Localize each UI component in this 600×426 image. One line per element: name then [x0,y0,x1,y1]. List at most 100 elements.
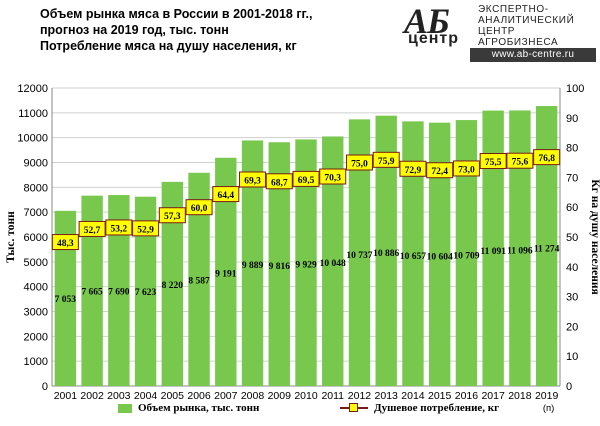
y-left-tick-label: 4000 [24,282,48,294]
line-point-label-box [452,160,480,177]
bar [428,122,451,387]
y-left-tick-label: 1000 [24,356,48,368]
bar-value-label: 11 096 [507,247,533,257]
x-tick-label: 2019 [535,390,559,402]
bar [188,172,210,386]
y-left-tick-label: 10000 [17,133,48,145]
legend-bar-swatch [118,403,132,413]
bar-value-label: 11 274 [534,245,560,255]
x-tick-label: 2016 [455,390,479,402]
line-value-label: 72,4 [431,167,448,177]
line-value-label: 48,3 [57,239,74,249]
y-right-tick-label: 0 [566,381,572,393]
logo-caption: ЭКСПЕРТНО- АНАЛИТИЧЕСКИЙ ЦЕНТР АГРОБИЗНЕ… [478,4,596,48]
x-tick-label: 2007 [214,390,238,402]
line-value-label: 75,6 [512,158,529,168]
bar-value-label: 9 191 [215,269,237,279]
y-right-tick-label: 10 [566,351,578,363]
y-right-tick-label: 20 [566,321,578,333]
x-tick-label: 2010 [294,390,318,402]
line-point-label-box [292,170,320,187]
legend-line-swatch [340,402,368,414]
bar-value-label: 10 657 [400,252,426,262]
bar [215,157,237,386]
x-tick-label: 2002 [80,390,104,402]
logo-url: www.ab-centre.ru [470,48,596,62]
line-value-label: 75,5 [485,158,502,168]
line-point-label-box [319,168,347,185]
logo-ab-text: АБ [404,1,450,41]
logo-line-1: ЭКСПЕРТНО- [478,4,549,15]
line-value-label: 70,3 [324,174,341,184]
line-value-label: 57,3 [164,212,181,222]
bar [268,142,290,386]
x-tick-label: 2013 [375,390,399,402]
y-left-tick-label: 9000 [24,158,48,170]
bar-value-label: 9 929 [295,261,317,271]
y-left-axis-title: Тыс. тонн [5,211,17,263]
line-value-label: 73,0 [458,165,475,175]
bar [161,181,184,386]
line-point-label-box [533,149,561,166]
y-right-tick-label: 40 [566,262,578,274]
line-point-label-box [399,160,427,177]
x-tick-label: 2008 [241,390,265,402]
bar-value-label: 9 816 [269,262,291,272]
bar [81,195,103,386]
y-right-tick-label: 30 [566,292,578,304]
bar-value-label: 7 623 [135,288,157,298]
x-tick-label: 2004 [134,390,158,402]
bar-value-label: 11 091 [480,247,506,257]
line-point-label-box [185,199,213,216]
chart-title: Объем рынка мяса в России в 2001-2018 гг… [40,6,400,54]
bar [295,139,317,386]
bar-value-label: 10 886 [373,249,399,259]
logo-centr-text: центр [408,30,460,47]
bar-value-label: 10 709 [453,251,479,261]
x-tick-label: 2015 [428,390,452,402]
bar-value-label: 10 737 [346,251,372,261]
y-right-tick-label: 80 [566,143,578,155]
y-left-tick-label: 12000 [17,83,48,95]
line-point-label-box [345,154,373,171]
x-tick-label: 2011 [321,390,344,402]
line-point-label-box [239,171,267,188]
bar-value-label: 7 053 [55,295,77,305]
y-right-tick-label: 90 [566,113,578,125]
y-left-tick-label: 7000 [24,207,48,219]
line-point-label-box [78,220,106,237]
legend-bar-label: Объем рынка, тыс. тонн [138,402,260,414]
x-tick-label: 2003 [107,390,131,402]
line-point-label-box [372,151,400,168]
logo-mark: АБ центр [398,1,472,60]
legend: Объем рынка, тыс. тонн Душевое потреблен… [0,402,600,422]
x-tick-label: 2014 [401,390,425,402]
bar-value-label: 10 048 [320,259,346,269]
bar [348,119,371,386]
y-right-tick-label: 60 [566,202,578,214]
line-value-label: 69,3 [244,176,261,186]
title-line-2: прогноз на 2019 год, тыс. тонн [40,23,229,37]
line-point-label-box [506,152,534,169]
line-point-label-box [426,162,454,179]
line-value-label: 52,7 [84,226,101,236]
bar [108,195,130,386]
ab-centre-logo: АБ центр ЭКСПЕРТНО- АНАЛИТИЧЕСКИЙ ЦЕНТР … [398,1,596,62]
x-tick-label: 2001 [54,390,78,402]
bar [535,106,558,387]
y-left-tick-label: 11000 [18,108,48,120]
bar [455,120,478,387]
line-value-label: 75,0 [351,160,368,170]
line-value-label: 64,4 [217,191,234,201]
line-point-label-box [479,153,507,170]
y-left-tick-label: 2000 [24,331,48,343]
line-value-label: 52,9 [137,225,154,235]
line-value-label: 60,0 [191,204,208,214]
logo-line-2: АНАЛИТИЧЕСКИЙ [478,15,575,26]
bar [241,140,264,386]
y-left-tick-label: 3000 [24,307,48,319]
bar-value-label: 7 690 [108,287,130,297]
y-left-tick-label: 0 [42,381,48,393]
x-tick-label: 2017 [481,390,505,402]
line-point-label-box [105,219,133,236]
